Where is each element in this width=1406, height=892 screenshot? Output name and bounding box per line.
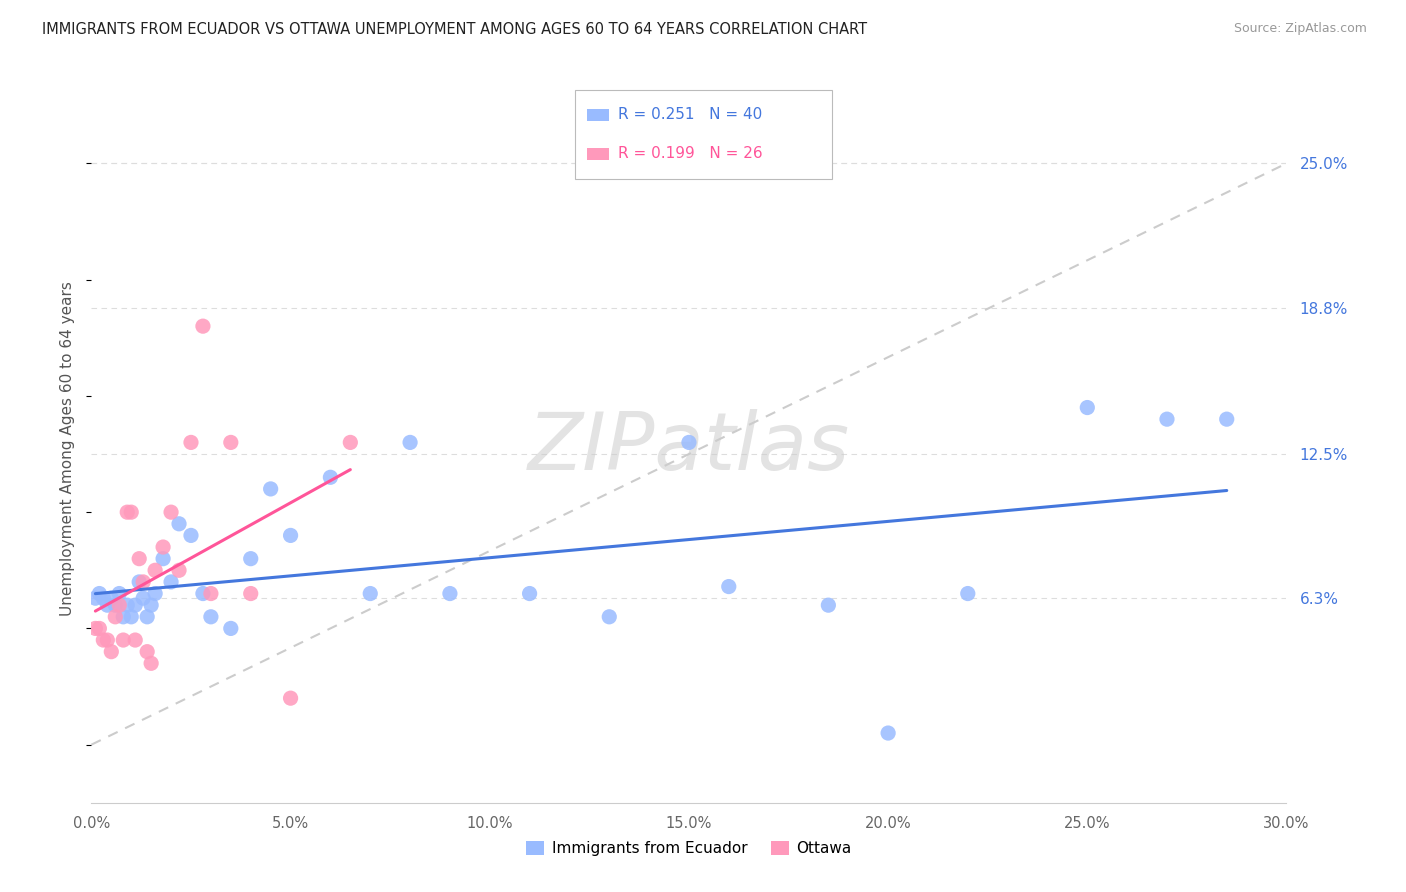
Point	[128, 551, 150, 566]
Point	[96, 598, 118, 612]
FancyBboxPatch shape	[588, 147, 609, 161]
Text: Source: ZipAtlas.com: Source: ZipAtlas.com	[1233, 22, 1367, 36]
Point	[598, 609, 620, 624]
Point	[112, 609, 135, 624]
Point	[678, 435, 700, 450]
Point	[160, 505, 183, 519]
FancyBboxPatch shape	[588, 109, 609, 121]
Point	[136, 609, 159, 624]
Point	[93, 591, 115, 606]
Point	[1215, 412, 1237, 426]
Point	[132, 574, 155, 589]
Point	[280, 691, 302, 706]
Point	[956, 586, 979, 600]
Point	[89, 622, 111, 636]
Point	[519, 586, 541, 600]
Point	[399, 435, 422, 450]
Point	[132, 591, 155, 606]
Point	[160, 574, 183, 589]
Point	[93, 633, 115, 648]
Point	[200, 609, 222, 624]
Point	[280, 528, 302, 542]
Point	[143, 563, 166, 577]
Point	[239, 586, 262, 600]
Point	[96, 633, 118, 648]
Point	[239, 551, 262, 566]
Point	[108, 586, 131, 600]
Point	[1076, 401, 1098, 415]
Point	[152, 540, 174, 554]
Point	[191, 319, 214, 334]
Point	[124, 633, 146, 648]
Point	[128, 574, 150, 589]
Point	[1156, 412, 1178, 426]
Point	[180, 528, 202, 542]
FancyBboxPatch shape	[575, 90, 832, 178]
Point	[259, 482, 281, 496]
Text: IMMIGRANTS FROM ECUADOR VS OTTAWA UNEMPLOYMENT AMONG AGES 60 TO 64 YEARS CORRELA: IMMIGRANTS FROM ECUADOR VS OTTAWA UNEMPL…	[42, 22, 868, 37]
Point	[167, 563, 190, 577]
Point	[319, 470, 342, 484]
Point	[717, 580, 740, 594]
Point	[141, 598, 162, 612]
Point	[89, 586, 111, 600]
Legend: Immigrants from Ecuador, Ottawa: Immigrants from Ecuador, Ottawa	[520, 835, 858, 863]
Point	[112, 633, 135, 648]
Text: ZIPatlas: ZIPatlas	[527, 409, 851, 487]
Point	[120, 609, 142, 624]
Point	[104, 598, 127, 612]
Point	[84, 591, 107, 606]
Point	[219, 435, 242, 450]
Point	[136, 645, 159, 659]
Point	[100, 591, 122, 606]
Y-axis label: Unemployment Among Ages 60 to 64 years: Unemployment Among Ages 60 to 64 years	[60, 281, 76, 615]
Point	[339, 435, 361, 450]
Point	[877, 726, 900, 740]
Point	[100, 645, 122, 659]
Point	[439, 586, 461, 600]
Point	[191, 586, 214, 600]
Point	[167, 516, 190, 531]
Point	[141, 657, 162, 671]
Point	[359, 586, 381, 600]
Point	[115, 505, 138, 519]
Point	[115, 598, 138, 612]
Point	[84, 622, 107, 636]
Point	[108, 598, 131, 612]
Point	[180, 435, 202, 450]
Text: R = 0.199   N = 26: R = 0.199 N = 26	[619, 146, 763, 161]
Point	[817, 598, 839, 612]
Text: R = 0.251   N = 40: R = 0.251 N = 40	[619, 107, 762, 122]
Point	[124, 598, 146, 612]
Point	[120, 505, 142, 519]
Point	[104, 609, 127, 624]
Point	[219, 622, 242, 636]
Point	[200, 586, 222, 600]
Point	[152, 551, 174, 566]
Point	[143, 586, 166, 600]
